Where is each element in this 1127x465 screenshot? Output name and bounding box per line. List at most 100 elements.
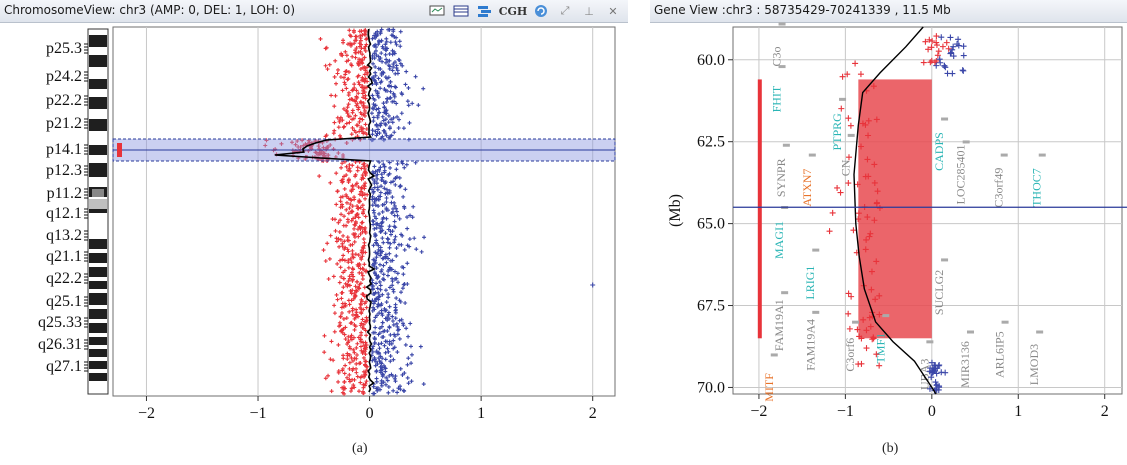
gain-point: [387, 325, 392, 330]
gain-point: [379, 178, 384, 183]
x-tick-label: −1: [837, 403, 854, 420]
gain-point: [387, 304, 392, 309]
cgh-icon[interactable]: CGH: [498, 4, 528, 18]
gain-point: [385, 378, 390, 383]
monitor-icon[interactable]: [428, 4, 446, 19]
gene-view-plot: C3o FHIT PTPRG SYNPR ATXN7 CN CADPS LOC285401 C3…: [667, 22, 1127, 420]
pin-icon[interactable]: ⊥: [584, 5, 594, 18]
gain-point: [374, 369, 379, 374]
gain-point: [381, 272, 386, 277]
deletion-point: [344, 86, 349, 91]
gain-point: [948, 49, 955, 56]
deletion-point: [348, 288, 353, 293]
deletion-point: [349, 209, 354, 214]
deletion-point: [356, 61, 361, 66]
gene-label: SUCLG2: [932, 270, 946, 315]
table-icon[interactable]: [452, 4, 470, 19]
deletion-point: [354, 356, 359, 361]
gene-marker: [770, 353, 778, 357]
gain-point: [381, 118, 386, 123]
deletion-point: [321, 151, 326, 155]
deletion-point: [865, 132, 872, 139]
gain-point: [375, 131, 380, 136]
gain-point: [401, 126, 406, 131]
deletion-point: [341, 304, 346, 309]
deletion-point: [344, 200, 349, 205]
deletion-point: [845, 310, 852, 317]
gain-point: [950, 53, 957, 60]
gene-marker: [839, 97, 847, 101]
gain-point: [408, 213, 413, 218]
deletion-point: [338, 195, 343, 200]
deletion-point: [839, 73, 846, 80]
deletion-point: [360, 229, 365, 234]
band-label: q22.2: [46, 270, 82, 287]
deletion-point: [934, 52, 941, 59]
gene-label: MITF: [762, 373, 776, 402]
ideogram-band: [89, 239, 107, 249]
gain-point: [394, 246, 399, 251]
deletion-point: [358, 344, 363, 349]
deletion-point: [332, 120, 337, 125]
deletion-point: [363, 48, 368, 53]
band-label: q26.31: [38, 336, 82, 353]
y-tick-label: 67.5: [697, 298, 725, 315]
deletion-point: [342, 371, 347, 376]
gain-point: [371, 61, 376, 66]
gain-point: [371, 243, 376, 248]
gain-point: [935, 386, 942, 393]
deletion-point: [341, 387, 346, 392]
deletion-point: [347, 28, 352, 33]
gain-point: [390, 283, 395, 288]
gain-point: [384, 260, 389, 265]
deletion-point: [352, 239, 357, 244]
gain-point: [374, 216, 379, 221]
gain-point: [374, 173, 379, 178]
gain-point: [376, 243, 381, 248]
gain-point: [381, 101, 386, 106]
gain-point: [384, 199, 389, 204]
gain-point: [375, 286, 380, 291]
deletion-point: [347, 120, 352, 125]
deletion-point: [328, 357, 333, 362]
gain-point: [373, 233, 378, 238]
gain-point: [410, 101, 415, 106]
deletion-point: [350, 110, 355, 115]
gain-point: [374, 266, 379, 271]
gain-point: [388, 359, 393, 364]
gain-point: [384, 48, 389, 53]
gain-point: [372, 258, 377, 263]
gain-point: [404, 69, 409, 74]
expand-icon[interactable]: ⤢: [560, 4, 570, 17]
deletion-point: [865, 173, 872, 180]
layers-icon[interactable]: [476, 4, 494, 19]
deletion-point: [868, 286, 875, 293]
gain-point: [379, 172, 384, 177]
gain-point: [396, 242, 401, 247]
deletion-point: [348, 169, 353, 174]
close-icon[interactable]: ✕: [608, 5, 618, 18]
deletion-point: [863, 345, 870, 352]
gain-point: [400, 372, 405, 377]
deletion-point: [362, 383, 367, 388]
deletion-point: [332, 303, 337, 308]
deletion-point: [323, 63, 328, 68]
deletion-point: [342, 174, 347, 179]
deletion-point: [928, 44, 935, 51]
gain-point: [393, 316, 398, 321]
gain-point: [370, 36, 375, 41]
gain-point: [398, 61, 403, 66]
gain-point: [373, 31, 378, 36]
ideogram-band: [89, 281, 107, 289]
x-tick-label: 2: [1101, 403, 1109, 420]
gain-point: [378, 253, 383, 258]
deletion-point: [868, 268, 875, 275]
refresh-icon[interactable]: [532, 4, 550, 19]
deletion-point: [862, 121, 869, 128]
deletion-point: [352, 197, 357, 202]
gene-label: MIR3136: [958, 341, 972, 388]
gain-point: [412, 236, 417, 241]
deletion-point: [333, 93, 338, 98]
gain-point: [388, 40, 393, 45]
deletion-point: [829, 209, 836, 216]
